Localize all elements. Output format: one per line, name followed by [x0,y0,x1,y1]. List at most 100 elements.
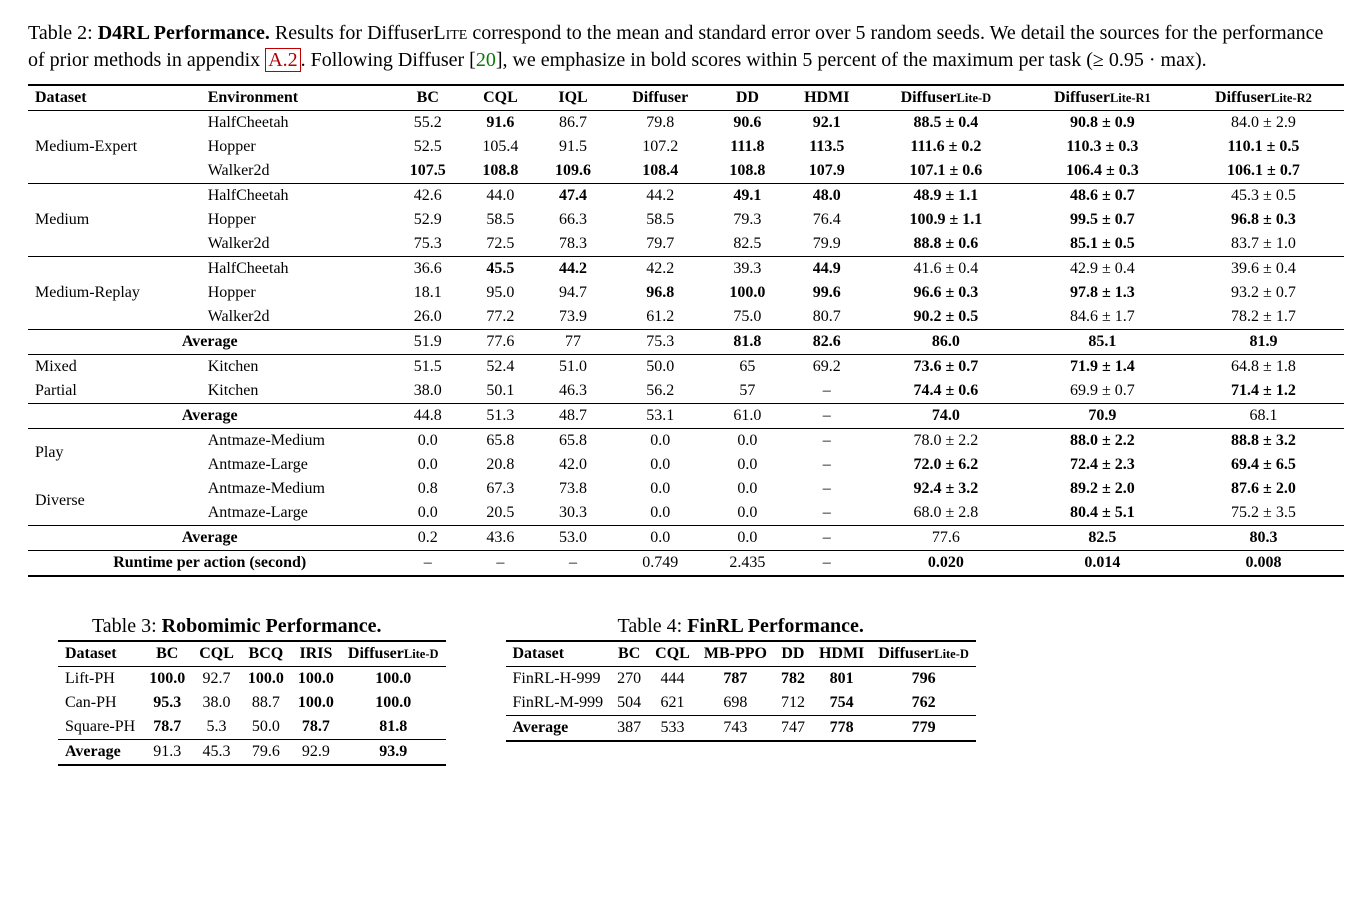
table-cell: 78.2 ± 1.7 [1183,305,1344,330]
table-cell: 20.5 [464,501,537,526]
table-cell: 92.9 [291,740,341,766]
table-cell: 53.1 [609,404,711,429]
table-cell: 26.0 [391,305,464,330]
col-dataset: Dataset [506,641,611,667]
table-cell: 78.3 [537,232,610,257]
table-cell: 78.7 [142,715,192,740]
table-cell: 79.3 [711,208,784,232]
table-cell: 77.2 [464,305,537,330]
table-cell: – [537,551,610,577]
table-cell: 100.0 [291,691,341,715]
env-label: Hopper [201,135,392,159]
table-cell: – [784,404,870,429]
table-cell: 57 [711,379,784,404]
caption-body2: . Following Diffuser [ [301,49,476,71]
citation-link[interactable]: 20 [476,49,496,71]
table-cell: 0.0 [609,453,711,477]
table-cell: 65 [711,355,784,380]
table-cell: 74.0 [870,404,1022,429]
table-cell: 36.6 [391,257,464,282]
table-cell: 56.2 [609,379,711,404]
col-diffuserlite-d: DiffuserLite-D [870,85,1022,111]
table-cell: 106.4 ± 0.3 [1022,159,1183,184]
table-cell: 81.9 [1183,330,1344,355]
col-hdmi: HDMI [812,641,871,667]
table-row: PlayAntmaze-Medium0.065.865.80.00.0–78.0… [28,429,1344,454]
table4-header-row: Dataset BC CQL MB-PPO DD HDMI DiffuserLi… [506,641,976,667]
table-row: FinRL-H-999270444787782801796 [506,667,976,692]
table-cell: 84.6 ± 1.7 [1022,305,1183,330]
table-cell: – [784,429,870,454]
table-cell: 108.4 [609,159,711,184]
table-cell: 712 [774,691,812,716]
table-cell: 44.2 [537,257,610,282]
col-diffuserlite-d: DiffuserLite-D [871,641,976,667]
col-env: Environment [201,85,392,111]
table-cell: 50.0 [609,355,711,380]
env-label: HalfCheetah [201,184,392,209]
table-cell: 801 [812,667,871,692]
table-cell: 84.0 ± 2.9 [1183,111,1344,136]
table-row: PartialKitchen38.050.146.356.257–74.4 ± … [28,379,1344,404]
table-cell: 100.0 [341,691,446,715]
table-cell: 66.3 [537,208,610,232]
caption-lead: Table 2: [28,22,93,44]
table-cell: 48.7 [537,404,610,429]
dataset-label: Medium-Expert [28,111,201,184]
table-cell: 0.2 [391,526,464,551]
table-cell: 796 [871,667,976,692]
table-cell: 0.0 [711,477,784,501]
table3: Dataset BC CQL BCQ IRIS DiffuserLite-D L… [58,640,446,766]
col-cql: CQL [464,85,537,111]
table-cell: 96.8 [609,281,711,305]
table3-caption: Table 3: Robomimic Performance. [28,615,446,638]
table-cell: 100.0 [291,667,341,692]
table-cell: 45.5 [464,257,537,282]
table-cell: 72.4 ± 2.3 [1022,453,1183,477]
table-cell: 111.8 [711,135,784,159]
runtime-row: Runtime per action (second)–––0.7492.435… [28,551,1344,577]
table-cell: 61.0 [711,404,784,429]
env-label: Antmaze-Medium [201,477,392,501]
table-row: Lift-PH100.092.7100.0100.0100.0 [58,667,446,692]
col-diffuserlite-r2: DiffuserLite-R2 [1183,85,1344,111]
table-cell: 71.9 ± 1.4 [1022,355,1183,380]
table2: Dataset Environment BC CQL IQL Diffuser … [28,84,1344,577]
table-cell: 48.9 ± 1.1 [870,184,1022,209]
table-cell: 0.8 [391,477,464,501]
table-cell: 42.0 [537,453,610,477]
table-cell: 100.9 ± 1.1 [870,208,1022,232]
caption-body3: ], we emphasize in bold scores within 5 … [496,49,1207,71]
table-cell: 90.6 [711,111,784,136]
table-cell: 64.8 ± 1.8 [1183,355,1344,380]
table-row: MixedKitchen51.552.451.050.06569.273.6 ±… [28,355,1344,380]
table-cell: 42.2 [609,257,711,282]
table-cell: 113.5 [784,135,870,159]
table-cell: 81.8 [341,715,446,740]
table-cell: 93.2 ± 0.7 [1183,281,1344,305]
table-cell: 72.5 [464,232,537,257]
table-row: Hopper52.958.566.358.579.376.4100.9 ± 1.… [28,208,1344,232]
table-cell: 89.2 ± 2.0 [1022,477,1183,501]
table-cell: 41.6 ± 0.4 [870,257,1022,282]
table-cell: 762 [871,691,976,716]
col-mbppo: MB-PPO [697,641,774,667]
table-cell: 621 [648,691,697,716]
table-cell: 67.3 [464,477,537,501]
table-cell: 100.0 [711,281,784,305]
table-cell: 110.3 ± 0.3 [1022,135,1183,159]
table-cell: 43.6 [464,526,537,551]
table-row: Can-PH95.338.088.7100.0100.0 [58,691,446,715]
average-label: Average [28,330,391,355]
table-cell: 45.3 [192,740,241,766]
table-cell: 75.0 [711,305,784,330]
dataset-label: Medium-Replay [28,257,201,330]
average-label: Average [28,526,391,551]
average-label: Average [58,740,142,766]
appendix-link[interactable]: A.2 [265,48,300,72]
table-row: DiverseAntmaze-Medium0.867.373.80.00.0–9… [28,477,1344,501]
table-cell: 100.0 [341,667,446,692]
average-label: Average [28,404,391,429]
runtime-label: Runtime per action (second) [28,551,391,577]
table-cell: 0.0 [609,501,711,526]
